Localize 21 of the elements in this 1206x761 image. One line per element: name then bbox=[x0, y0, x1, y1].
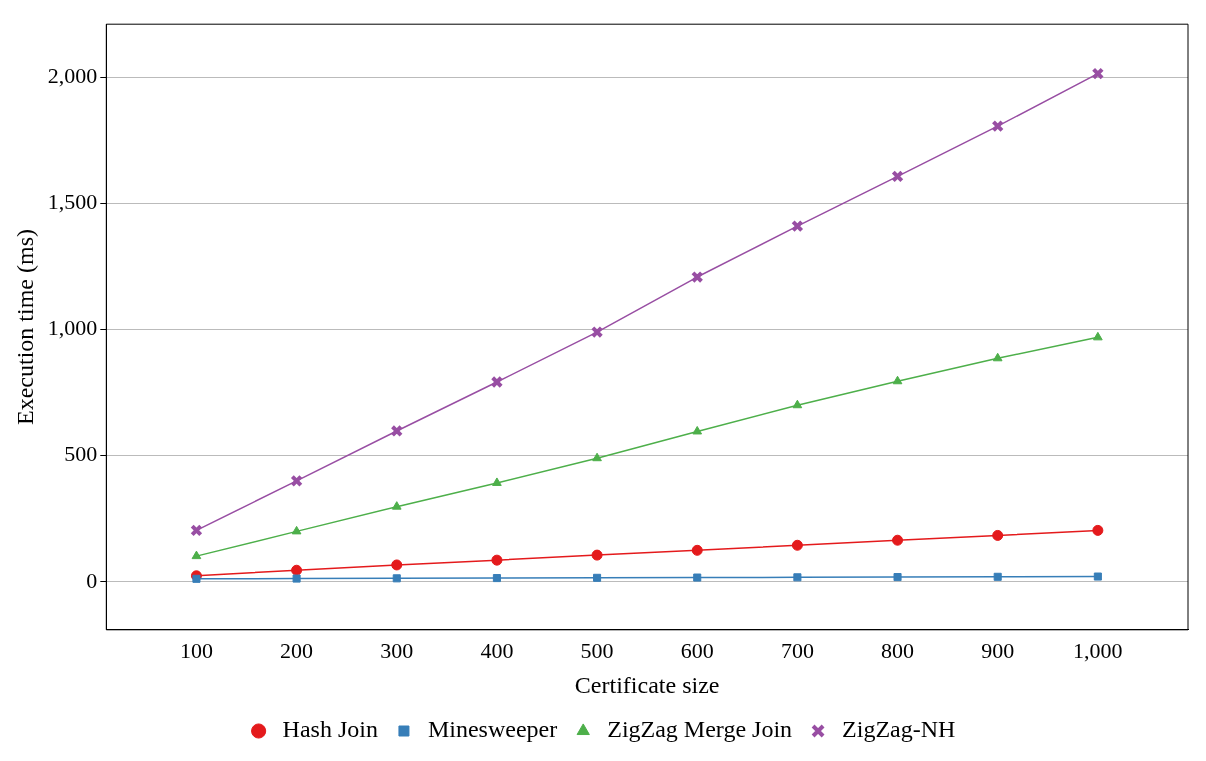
x-tick-label: 600 bbox=[680, 637, 714, 663]
x-tick-label: 800 bbox=[881, 637, 915, 663]
y-tick-label: 1,000 bbox=[47, 315, 98, 341]
legend-label: ZigZag Merge Join bbox=[607, 716, 793, 743]
legend-label: Hash Join bbox=[282, 716, 378, 743]
x-tick-label: 100 bbox=[179, 637, 213, 663]
x-tick-label: 200 bbox=[280, 637, 314, 663]
y-axis-title: Execution time (ms) bbox=[11, 229, 38, 425]
y-tick-label: 500 bbox=[64, 441, 98, 467]
x-tick-label: 400 bbox=[480, 637, 514, 663]
legend-label: Minesweeper bbox=[427, 716, 558, 743]
x-tick-label: 300 bbox=[380, 637, 414, 663]
x-tick-label: 1,000 bbox=[1073, 637, 1123, 663]
x-axis-title: Certificate size bbox=[574, 671, 720, 698]
x-tick-label: 700 bbox=[780, 637, 814, 663]
y-tick-label: 0 bbox=[86, 567, 98, 593]
x-tick-label: 900 bbox=[981, 637, 1015, 663]
y-tick-label: 2,000 bbox=[47, 62, 98, 88]
x-tick-label: 500 bbox=[580, 637, 614, 663]
y-tick-label: 1,500 bbox=[47, 189, 98, 215]
legend-label: ZigZag-NH bbox=[842, 716, 956, 743]
